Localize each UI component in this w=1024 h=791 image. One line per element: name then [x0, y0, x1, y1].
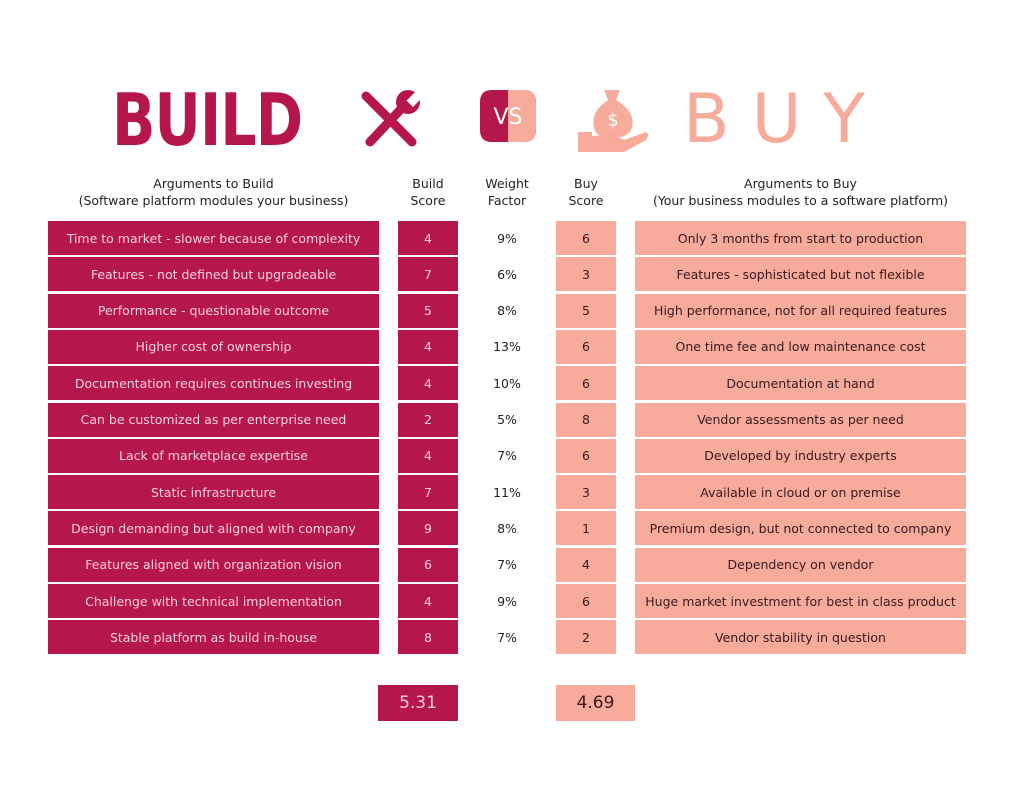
table-cell: Vendor stability in question — [635, 620, 966, 655]
total-build: 5.31 — [378, 685, 458, 721]
table-cell: 7 — [398, 257, 458, 292]
table-cell: One time fee and low maintenance cost — [635, 329, 966, 364]
table-cell: 6 — [556, 366, 616, 401]
table-cell: Time to market - slower because of compl… — [48, 221, 379, 255]
header-line: (Software platform modules your business… — [78, 193, 349, 208]
vs-text: VS — [493, 105, 522, 130]
vs-badge: VS — [480, 90, 536, 142]
table-cell: 10% — [493, 375, 521, 391]
table-cell: 1 — [556, 511, 616, 546]
table-cell: High performance, not for all required f… — [635, 293, 966, 328]
table-cell: 7% — [497, 448, 517, 464]
table-cell: Documentation requires continues investi… — [48, 366, 379, 401]
table-cell: Performance - questionable outcome — [48, 293, 379, 328]
title-build: BUILD — [112, 78, 303, 162]
money-icon: $ — [578, 90, 648, 152]
table-cell: 6 — [556, 438, 616, 473]
table-cell: Lack of marketplace expertise — [48, 438, 379, 473]
table-cell: Features aligned with organization visio… — [48, 547, 379, 582]
header-line: (Your business modules to a software pla… — [652, 193, 949, 208]
table-cell: Features - sophisticated but not flexibl… — [635, 257, 966, 292]
table-cell: 9 — [398, 511, 458, 546]
svg-text:$: $ — [607, 110, 618, 131]
column-header: Buy Score — [536, 175, 636, 209]
table-cell: 3 — [556, 475, 616, 510]
table-cell: 7 — [398, 475, 458, 510]
header-line: Build — [412, 176, 444, 191]
table-cell: Stable platform as build in-house — [48, 620, 379, 655]
table-cell: Available in cloud or on premise — [635, 475, 966, 510]
table-cell: Can be customized as per enterprise need — [48, 402, 379, 437]
title-buy: BUY — [683, 80, 887, 159]
table-cell: Features - not defined but upgradeable — [48, 257, 379, 292]
table-cell: 4 — [398, 584, 458, 618]
table-cell: 7% — [497, 557, 517, 573]
table-cell: Documentation at hand — [635, 366, 966, 401]
header-line: Buy — [574, 176, 598, 191]
table-cell: Only 3 months from start to production — [635, 221, 966, 255]
table-cell: 4 — [556, 547, 616, 582]
table-cell: 6 — [556, 329, 616, 364]
table-cell: 8 — [556, 402, 616, 437]
column-header: Build Score — [378, 175, 478, 209]
table-cell: 6% — [497, 266, 517, 282]
header-line: Score — [568, 193, 604, 208]
column-header: Weight Factor — [458, 175, 556, 209]
table-cell: 3 — [556, 257, 616, 292]
tools-icon — [361, 90, 423, 147]
table-cell: 6 — [556, 221, 616, 255]
table-cell: 9% — [497, 593, 517, 609]
table-cell: 6 — [556, 584, 616, 618]
table-cell: 5% — [497, 412, 517, 427]
header-line: Score — [410, 193, 446, 208]
table-cell: Developed by industry experts — [635, 438, 966, 473]
table-cell: 5 — [556, 293, 616, 328]
table-cell: 9% — [497, 230, 517, 246]
table-cell: Dependency on vendor — [635, 547, 966, 582]
table-cell: Design demanding but aligned with compan… — [48, 511, 379, 546]
table-cell: Vendor assessments as per need — [635, 402, 966, 437]
table-cell: 2 — [398, 402, 458, 437]
column-header: Arguments to Buy (Your business modules t… — [615, 175, 986, 209]
header-line: Factor — [487, 193, 527, 208]
header-line: Arguments to Build — [153, 176, 274, 191]
table-cell: 2 — [556, 620, 616, 655]
table-cell: 11% — [493, 484, 521, 500]
table-cell: 5 — [398, 293, 458, 328]
table-cell: 8% — [497, 520, 517, 536]
table-cell: 4 — [398, 366, 458, 401]
table-cell: 4 — [398, 438, 458, 473]
table-cell: Static infrastructure — [48, 475, 379, 510]
table-cell: 8 — [398, 620, 458, 655]
header-line: Arguments to Buy — [744, 176, 857, 191]
header-line: Weight — [485, 176, 529, 191]
table-cell: 7% — [497, 629, 517, 645]
table-cell: Huge market investment for best in class… — [635, 584, 966, 618]
column-header: Arguments to Build (Software platform mod… — [28, 175, 399, 209]
table-cell: 6 — [398, 547, 458, 582]
total-buy: 4.69 — [556, 685, 635, 721]
table-cell: 4 — [398, 329, 458, 364]
table-cell: Higher cost of ownership — [48, 329, 379, 364]
table-cell: 4 — [398, 221, 458, 255]
table-cell: 13% — [493, 339, 521, 355]
table-cell: 8% — [497, 303, 517, 319]
table-cell: Challenge with technical implementation — [48, 584, 379, 618]
table-cell: Premium design, but not connected to com… — [635, 511, 966, 546]
